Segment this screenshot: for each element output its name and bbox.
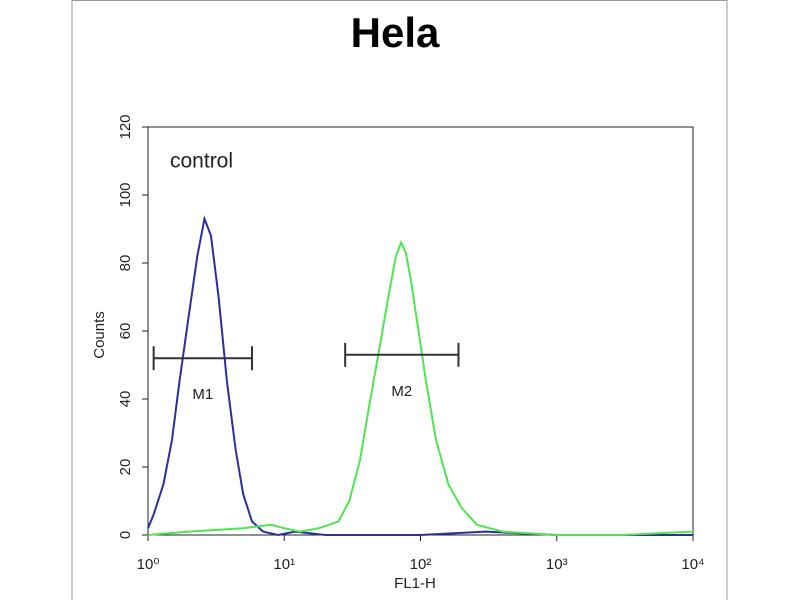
series-line	[147, 215, 693, 537]
series-line	[147, 240, 694, 536]
x-tick-label: 10³	[546, 556, 568, 573]
x-tick-label: 10¹	[273, 556, 295, 573]
x-axis-label: FL1-H	[394, 575, 436, 592]
y-tick-label: 120	[117, 114, 134, 139]
x-tick-label: 10⁴	[681, 556, 704, 573]
y-tick-label: 60	[117, 323, 134, 340]
y-tick-label: 0	[117, 531, 134, 539]
y-tick-label: 100	[117, 182, 134, 207]
x-tick-label: 10⁰	[137, 556, 160, 573]
x-tick-label: 10²	[410, 556, 432, 573]
gate-label: M1	[192, 386, 213, 403]
y-tick-label: 40	[117, 391, 134, 408]
gate-marker	[152, 346, 254, 371]
chart-title: Hela	[351, 9, 440, 56]
gate-label: M2	[391, 383, 412, 400]
y-axis-label: Counts	[91, 311, 108, 359]
y-tick-label: 20	[117, 459, 134, 476]
frame	[71, 0, 728, 600]
y-tick-label: 80	[117, 255, 134, 272]
annotation: control	[170, 150, 233, 173]
plot-frame	[147, 126, 694, 536]
gate-marker	[344, 342, 460, 367]
